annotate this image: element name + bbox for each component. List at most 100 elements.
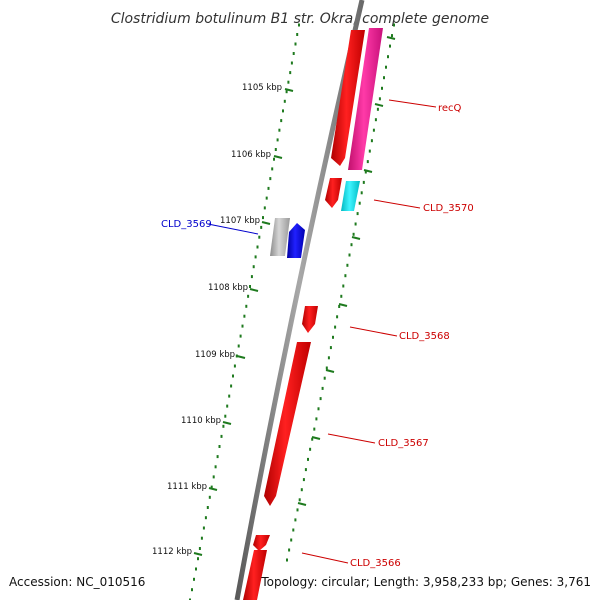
gene-label-cld3566[interactable]: CLD_3566 — [350, 558, 401, 569]
gene-gray-block[interactable] — [270, 218, 290, 256]
ruler-label: 1108 kbp — [208, 283, 248, 293]
ruler-dot — [370, 139, 373, 143]
ruler-dot — [321, 386, 324, 390]
ruler-dot — [222, 424, 225, 428]
gene-cld3566-block-a[interactable] — [253, 535, 270, 551]
gene-label-cld3567[interactable]: CLD_3567 — [378, 438, 429, 449]
gene-cld3567[interactable] — [264, 342, 311, 506]
ruler-dot — [241, 324, 244, 328]
ruler-dot — [249, 285, 251, 288]
ruler-dot — [254, 255, 257, 259]
ruler-dot — [206, 506, 209, 509]
ruler-dot — [356, 212, 359, 216]
gene-cld3566[interactable] — [243, 535, 270, 600]
ruler-dot — [235, 354, 238, 358]
ruler-dot — [302, 478, 305, 482]
ruler-dot — [294, 518, 297, 522]
ruler-dot — [239, 334, 242, 338]
gene-cld3567-block[interactable] — [264, 342, 311, 506]
ruler-label: 1109 kbp — [195, 350, 235, 360]
ruler-dot — [342, 284, 345, 288]
ruler-dot — [300, 488, 303, 492]
gene-recq-block[interactable] — [348, 28, 383, 170]
ruler-dot — [372, 128, 375, 132]
gene-gray[interactable] — [270, 218, 290, 256]
ruler-dot — [319, 397, 322, 401]
gene-red-small-block[interactable] — [325, 178, 342, 208]
ruler-dot — [285, 90, 288, 94]
ruler-dot — [283, 99, 286, 103]
ruler-dot — [274, 148, 277, 151]
ruler-dot — [189, 598, 191, 600]
ruler-dot — [327, 356, 330, 360]
ruler-label: 1105 kbp — [242, 83, 282, 93]
ruler-dot — [208, 495, 211, 499]
ruler-dot — [226, 404, 229, 408]
gene-cld3569-block[interactable] — [287, 223, 305, 258]
ruler-dot — [195, 567, 197, 571]
ruler-dot — [220, 434, 223, 438]
ruler-dot — [336, 315, 339, 319]
gene-recq[interactable] — [348, 28, 383, 170]
ruler-dot — [315, 417, 318, 421]
gene-label-recq[interactable]: recQ — [438, 103, 462, 114]
ruler-dot — [350, 243, 353, 247]
ruler-dot — [278, 128, 281, 132]
ruler-dot — [265, 196, 268, 200]
ruler-dot — [273, 157, 275, 161]
gene-cld3568[interactable] — [302, 306, 318, 333]
ruler-outer-track — [286, 23, 395, 562]
ruler-dot — [193, 577, 195, 581]
gene-label-cld3569[interactable]: CLD_3569 — [161, 219, 212, 230]
ruler-dot — [269, 177, 272, 181]
ruler-dot — [298, 23, 300, 27]
ruler-dot — [247, 294, 250, 298]
ruler-dot — [260, 225, 263, 229]
ruler-dot — [344, 274, 347, 278]
gene-label-cld3568[interactable]: CLD_3568 — [399, 331, 450, 342]
ruler-dot — [233, 364, 236, 368]
ruler-dot — [338, 305, 341, 308]
topology-text: Topology: circular; Length: 3,958,233 bp… — [260, 575, 591, 589]
gene-cld3568-block[interactable] — [302, 306, 318, 333]
ruler-dot — [325, 366, 328, 370]
ruler-dot — [360, 191, 363, 195]
ruler-dot — [354, 222, 357, 226]
gene-red-top[interactable] — [331, 30, 365, 166]
ruler-label: 1111 kbp — [167, 482, 207, 492]
ruler-dot — [391, 34, 393, 38]
ruler-dot — [252, 265, 255, 269]
ruler-dot — [387, 55, 389, 59]
ruler-dot — [368, 149, 371, 153]
ruler-dot — [329, 346, 332, 350]
ruler-dot — [296, 33, 299, 36]
ruler-dot — [393, 23, 395, 27]
map-title: Clostridium botulinum B1 str. Okra, comp… — [111, 11, 489, 27]
ruler-dot — [198, 547, 201, 550]
ruler-dot — [323, 376, 326, 380]
gene-cld3570-block[interactable] — [341, 181, 360, 211]
ruler-label: 1110 kbp — [181, 416, 221, 426]
gene-red-top-block[interactable] — [331, 30, 365, 166]
ruler-dot — [385, 65, 387, 69]
ruler-dot — [374, 118, 377, 122]
gene-cld3570[interactable] — [341, 181, 360, 211]
ruler-dot — [262, 216, 264, 220]
ruler-dot — [200, 536, 203, 540]
ruler-dot — [202, 526, 205, 530]
gene-red-small[interactable] — [325, 178, 342, 208]
ruler-dot — [243, 314, 246, 318]
ruler-dot — [364, 170, 367, 174]
ruler-dot — [258, 235, 261, 239]
ruler-dot — [298, 498, 301, 502]
ruler-dot — [245, 304, 248, 308]
gene-cld3566-block-b[interactable] — [243, 550, 267, 600]
gene-label-cld3570[interactable]: CLD_3570 — [423, 203, 474, 214]
ruler-dot — [334, 325, 337, 329]
ruler-dot — [214, 465, 217, 469]
ruler-dot — [292, 52, 295, 55]
ruler-dot — [358, 201, 361, 205]
ruler-dot — [286, 558, 288, 562]
ruler-dot — [294, 42, 297, 46]
gene-cld3569[interactable] — [287, 223, 305, 258]
